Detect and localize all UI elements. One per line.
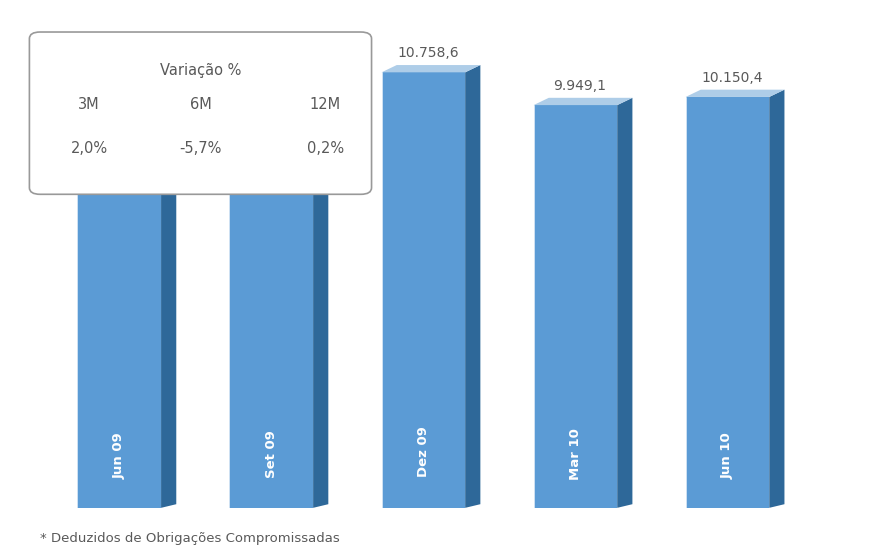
Text: 10.758,6: 10.758,6 — [397, 46, 459, 60]
Text: 10.683,3: 10.683,3 — [245, 49, 307, 63]
Text: Jun 10: Jun 10 — [721, 432, 734, 479]
Text: Jun 09: Jun 09 — [113, 432, 126, 479]
Polygon shape — [685, 89, 784, 97]
Polygon shape — [465, 65, 480, 508]
Polygon shape — [230, 76, 313, 508]
Text: * Deduzidos de Obrigações Compromissadas: * Deduzidos de Obrigações Compromissadas — [40, 532, 339, 545]
Text: 6M: 6M — [190, 97, 211, 112]
Text: 0,2%: 0,2% — [307, 141, 344, 156]
Polygon shape — [230, 68, 328, 76]
Text: Set 09: Set 09 — [265, 429, 278, 477]
Text: 12M: 12M — [310, 97, 340, 112]
Polygon shape — [161, 91, 176, 508]
Polygon shape — [534, 98, 633, 105]
Polygon shape — [769, 89, 784, 508]
Text: Mar 10: Mar 10 — [568, 428, 582, 480]
Text: -5,7%: -5,7% — [179, 141, 222, 156]
Polygon shape — [78, 98, 161, 508]
Text: 10.150,4: 10.150,4 — [701, 71, 763, 85]
Polygon shape — [313, 68, 328, 508]
Text: 10.133,2: 10.133,2 — [93, 72, 154, 86]
Polygon shape — [685, 97, 769, 508]
Polygon shape — [617, 98, 633, 508]
Text: 9.949,1: 9.949,1 — [553, 79, 607, 93]
Polygon shape — [534, 105, 617, 508]
Text: Dez 09: Dez 09 — [417, 427, 429, 477]
Polygon shape — [381, 72, 465, 508]
Text: 3M: 3M — [78, 97, 100, 112]
Polygon shape — [78, 91, 176, 98]
Polygon shape — [381, 65, 480, 72]
Text: Variação %: Variação % — [159, 63, 241, 78]
Text: 2,0%: 2,0% — [70, 141, 108, 156]
